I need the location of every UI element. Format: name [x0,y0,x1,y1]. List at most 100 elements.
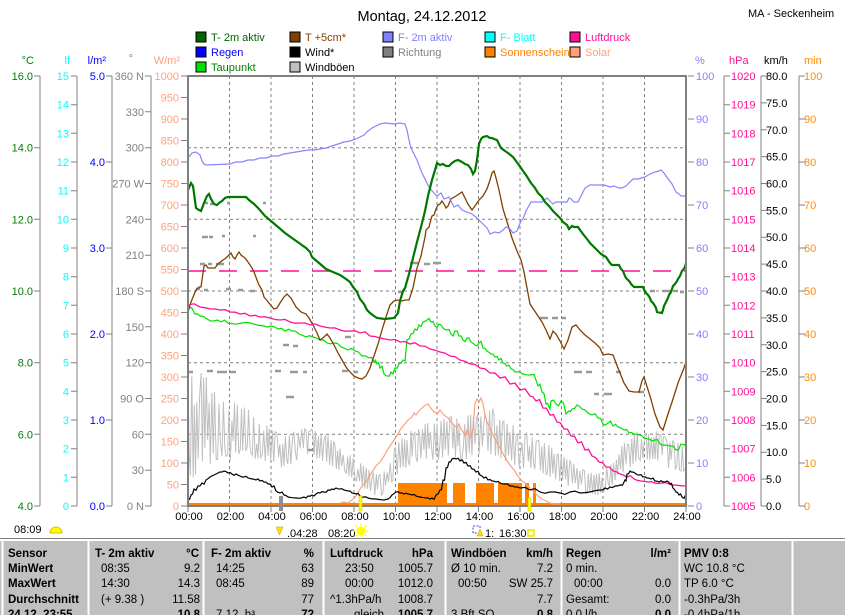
svg-text:950: 950 [161,93,179,105]
svg-text:1010: 1010 [731,358,755,370]
svg-text:TP 6.0 °C: TP 6.0 °C [684,578,734,590]
svg-text:15.0: 15.0 [766,420,787,432]
svg-text:60.0: 60.0 [766,179,787,191]
svg-text:Richtung: Richtung [398,47,441,59]
svg-text:SW 25.7: SW 25.7 [509,578,553,590]
svg-text:89: 89 [301,578,314,590]
svg-text:600: 600 [161,243,179,255]
svg-text:1018: 1018 [731,128,755,140]
svg-text:16:00: 16:00 [507,511,535,523]
svg-text:Sensor: Sensor [8,548,48,560]
svg-text:Regen: Regen [566,548,601,560]
svg-text:0.0: 0.0 [655,609,671,615]
svg-text:Windböen: Windböen [451,548,506,560]
svg-text:0.8: 0.8 [537,609,554,615]
svg-text:4.0: 4.0 [18,501,33,513]
svg-text:F- Blatt: F- Blatt [500,32,535,44]
svg-text:8.0: 8.0 [18,358,33,370]
svg-text:150: 150 [126,322,144,334]
svg-text:T +5cm*: T +5cm* [305,32,347,44]
svg-text:1006: 1006 [731,472,755,484]
svg-text:F- 2m aktiv: F- 2m aktiv [211,548,272,560]
svg-text:12.0: 12.0 [12,214,33,226]
svg-text:04:00: 04:00 [258,511,286,523]
svg-text:24.12. 23:55: 24.12. 23:55 [8,609,73,615]
svg-text:500: 500 [161,286,179,298]
svg-text:Luftdruck: Luftdruck [585,32,631,44]
svg-text:Durchschnitt: Durchschnitt [8,594,79,606]
svg-text:650: 650 [161,222,179,234]
svg-text:%: % [304,548,314,560]
svg-text:9: 9 [63,243,69,255]
svg-text:50: 50 [696,286,708,298]
svg-text:00:00: 00:00 [175,511,203,523]
svg-text:10.8: 10.8 [178,609,201,615]
svg-text:0 min.: 0 min. [566,563,597,575]
svg-text:lf: lf [65,55,71,67]
svg-text:23:50: 23:50 [345,563,374,575]
svg-text:14.3: 14.3 [178,578,200,590]
svg-text:60: 60 [804,243,816,255]
svg-text:00:50: 00:50 [458,578,487,590]
svg-text:1008: 1008 [731,415,755,427]
svg-text:40.0: 40.0 [766,286,787,298]
svg-text:km/h: km/h [526,548,553,560]
svg-text:00:00: 00:00 [574,578,603,590]
svg-text:45.0: 45.0 [766,259,787,271]
svg-text:100: 100 [161,458,179,470]
svg-text:850: 850 [161,136,179,148]
svg-text:70.0: 70.0 [766,125,787,137]
svg-text:Regen: Regen [211,47,243,59]
svg-text:Taupunkt: Taupunkt [211,62,256,74]
svg-text:6: 6 [63,329,69,341]
svg-text:11.58: 11.58 [172,594,200,606]
svg-text:min: min [804,55,822,67]
svg-text:90: 90 [696,114,708,126]
svg-text:20.0: 20.0 [766,394,787,406]
svg-text:MA - Seckenheim: MA - Seckenheim [748,8,834,20]
svg-text:77: 77 [301,594,314,606]
svg-text:0 N: 0 N [127,501,144,513]
svg-text:16.0: 16.0 [12,71,33,83]
svg-text:5.0: 5.0 [766,474,781,486]
svg-text:70: 70 [804,200,816,212]
svg-text:300: 300 [161,372,179,384]
svg-text:0: 0 [804,501,810,513]
svg-text:1012: 1012 [731,300,755,312]
svg-text:80: 80 [696,157,708,169]
svg-text:0.0: 0.0 [655,594,671,606]
svg-text:00:00: 00:00 [345,578,374,590]
svg-text:1:: 1: [485,528,494,540]
svg-text:-0.4hPa/1h: -0.4hPa/1h [684,609,740,615]
svg-text:Sonnenschein: Sonnenschein [500,47,570,59]
svg-text:10: 10 [57,214,69,226]
svg-text:Gesamt:: Gesamt: [566,594,609,606]
svg-text:100: 100 [804,71,822,83]
svg-text:PMV 0:8: PMV 0:8 [684,548,729,560]
svg-text:7.7: 7.7 [537,594,553,606]
svg-text:l/m²: l/m² [651,548,672,560]
svg-text:-0.3hPa/3h: -0.3hPa/3h [684,594,740,606]
svg-text:1014: 1014 [731,243,755,255]
svg-text:0: 0 [173,501,179,513]
svg-text:MaxWert: MaxWert [8,578,56,590]
svg-text:1007: 1007 [731,444,755,456]
svg-text:80.0: 80.0 [766,71,787,83]
svg-text:10.0: 10.0 [766,447,787,459]
svg-text:10: 10 [804,458,816,470]
svg-text:1016: 1016 [731,186,755,198]
svg-text:20: 20 [804,415,816,427]
svg-text:8: 8 [63,272,69,284]
svg-text:60: 60 [132,429,144,441]
svg-text:10: 10 [696,458,708,470]
svg-text:120: 120 [126,358,144,370]
svg-text:350: 350 [161,351,179,363]
svg-text:WC 10.8 °C: WC 10.8 °C [684,563,745,575]
svg-text:16:30: 16:30 [499,528,527,540]
svg-text:250: 250 [161,394,179,406]
svg-text:750: 750 [161,179,179,191]
svg-text:12: 12 [57,157,69,169]
svg-text:9.2: 9.2 [184,563,200,575]
svg-text:Solar: Solar [585,47,611,59]
svg-text:hPa: hPa [729,55,749,67]
